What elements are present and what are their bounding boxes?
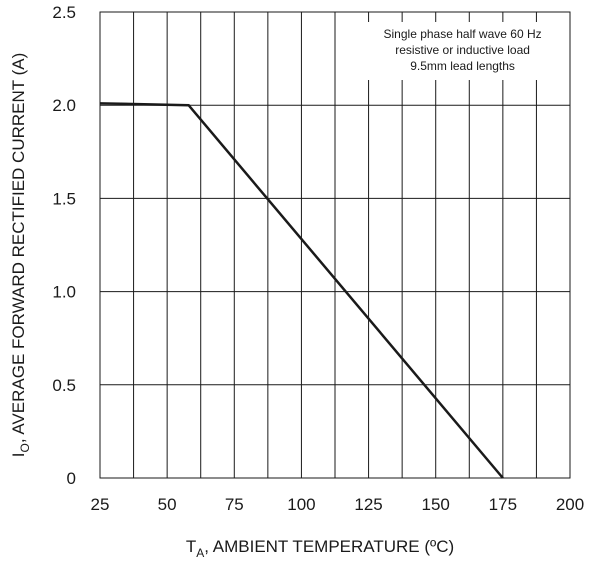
x-axis-label-main: T	[186, 537, 196, 556]
y-axis-label: IO, AVERAGE FORWARD RECTIFIED CURRENT (A…	[9, 53, 32, 457]
annotation-line-1: Single phase half wave 60 Hz	[384, 27, 542, 41]
x-tick-label: 175	[489, 495, 517, 514]
x-tick-label: 125	[354, 495, 382, 514]
y-axis-label-subscript: O	[18, 443, 32, 452]
x-tick-label: 150	[422, 495, 450, 514]
y-tick-labels: 0 0.5 1.0 1.5 2.0 2.5	[52, 3, 76, 488]
y-tick-label: 1.5	[52, 189, 76, 208]
x-tick-labels: 25 50 75 100 125 150 175 200	[91, 495, 585, 514]
x-tick-label: 50	[158, 495, 177, 514]
x-axis-label: TA, AMBIENT TEMPERATURE (ºC)	[186, 537, 454, 560]
annotation-box	[349, 22, 564, 80]
annotation-line-3: 9.5mm lead lengths	[410, 59, 515, 73]
series-line-0	[99, 102, 504, 479]
y-tick-label: 1.0	[52, 283, 76, 302]
y-tick-label: 0	[67, 469, 76, 488]
x-axis-label-subscript: A	[196, 546, 204, 560]
series	[99, 102, 504, 479]
x-tick-label: 75	[225, 495, 244, 514]
y-axis-label-rest: , AVERAGE FORWARD RECTIFIED CURRENT (A)	[9, 53, 28, 443]
y-tick-label: 0.5	[52, 376, 76, 395]
x-axis-label-rest: , AMBIENT TEMPERATURE (ºC)	[204, 537, 454, 556]
annotation-line-2: resistive or inductive load	[395, 43, 530, 57]
y-tick-label: 2.0	[52, 96, 76, 115]
x-tick-label: 100	[287, 495, 315, 514]
plot-area	[99, 11, 571, 479]
y-tick-label: 2.5	[52, 3, 76, 22]
grid	[100, 12, 570, 478]
x-tick-label: 200	[556, 495, 584, 514]
x-tick-label: 25	[91, 495, 110, 514]
annotation: Single phase half wave 60 Hz resistive o…	[349, 22, 564, 80]
y-axis-label-main: I	[9, 453, 28, 458]
